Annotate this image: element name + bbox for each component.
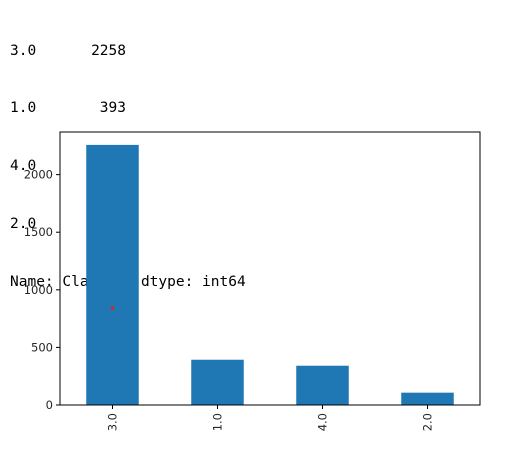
output-row-key: 2.0 — [10, 216, 37, 233]
x-tick-label: 3.0 — [106, 413, 120, 431]
output-row: 3.0 2258 — [10, 42, 246, 61]
y-tick-label: 2000 — [24, 168, 53, 182]
output-row: 1.0 393 — [10, 99, 246, 118]
y-tick-label: 500 — [31, 340, 53, 354]
bar — [296, 365, 349, 405]
y-axis-ticks: 0 500 1000 1500 2000 — [24, 168, 60, 412]
x-tick-label: 4.0 — [316, 413, 330, 431]
output-row-value: 2258 — [91, 42, 126, 59]
y-tick-label: 1000 — [24, 283, 53, 297]
bar — [401, 392, 454, 405]
annotation-dot — [110, 306, 115, 311]
output-row-key: 1.0 — [10, 100, 37, 117]
output-row-key: 4.0 — [10, 158, 37, 175]
x-tick-label: 2.0 — [421, 413, 435, 431]
y-tick-label: 0 — [46, 398, 53, 412]
bar — [191, 359, 244, 405]
bar — [86, 144, 139, 406]
y-tick-label: 1500 — [24, 225, 53, 239]
bars-layer — [86, 144, 454, 406]
annotations-layer — [110, 306, 115, 311]
output-row-key: 3.0 — [10, 42, 37, 59]
plot-frame — [59, 131, 481, 406]
x-tick-label: 1.0 — [211, 413, 225, 431]
x-axis-ticks: 3.0 1.0 4.0 2.0 — [106, 405, 435, 431]
output-row-value: 393 — [99, 100, 126, 117]
